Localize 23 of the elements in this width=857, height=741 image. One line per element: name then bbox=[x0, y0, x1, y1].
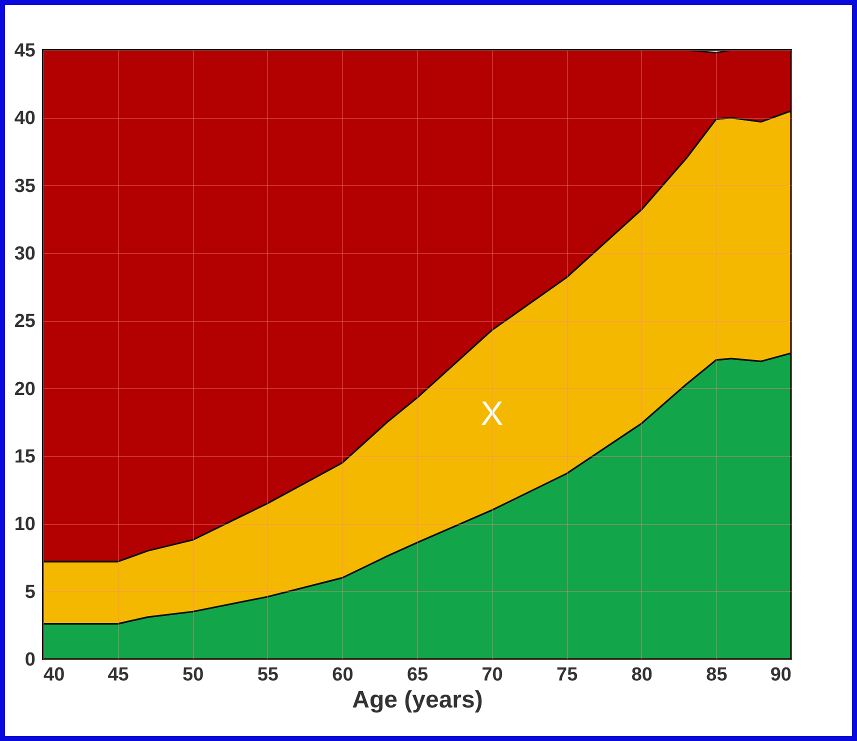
x-tick-label: 60 bbox=[332, 664, 354, 686]
y-tick-label: 5 bbox=[24, 582, 36, 603]
x-tick-label: 75 bbox=[556, 664, 578, 686]
x-tick-label: 90 bbox=[770, 664, 792, 686]
y-tick-label: 20 bbox=[14, 378, 36, 400]
annotation: X bbox=[480, 395, 504, 433]
y-tick-label: 0 bbox=[24, 650, 36, 670]
x-tick-label: 85 bbox=[706, 664, 728, 686]
y-tick-label: 25 bbox=[14, 311, 36, 332]
x-tick-label: 70 bbox=[482, 664, 503, 686]
y-tick-label: 40 bbox=[14, 108, 36, 130]
x-axis-title: Age (years) bbox=[352, 686, 483, 714]
x-tick-label: 50 bbox=[182, 664, 204, 686]
y-tick-label: 15 bbox=[14, 446, 36, 468]
y-tick-label: 45 bbox=[14, 40, 36, 62]
x-tick-label: 55 bbox=[257, 664, 279, 686]
x-tick-label: 65 bbox=[406, 664, 428, 686]
y-tick-label: 30 bbox=[14, 244, 36, 264]
x-tick-label: 45 bbox=[108, 664, 130, 686]
x-tick-label: 40 bbox=[44, 664, 65, 686]
y-tick-label: 10 bbox=[14, 514, 36, 536]
y-tick-label: 35 bbox=[14, 176, 36, 197]
x-tick-label: 80 bbox=[631, 664, 652, 686]
